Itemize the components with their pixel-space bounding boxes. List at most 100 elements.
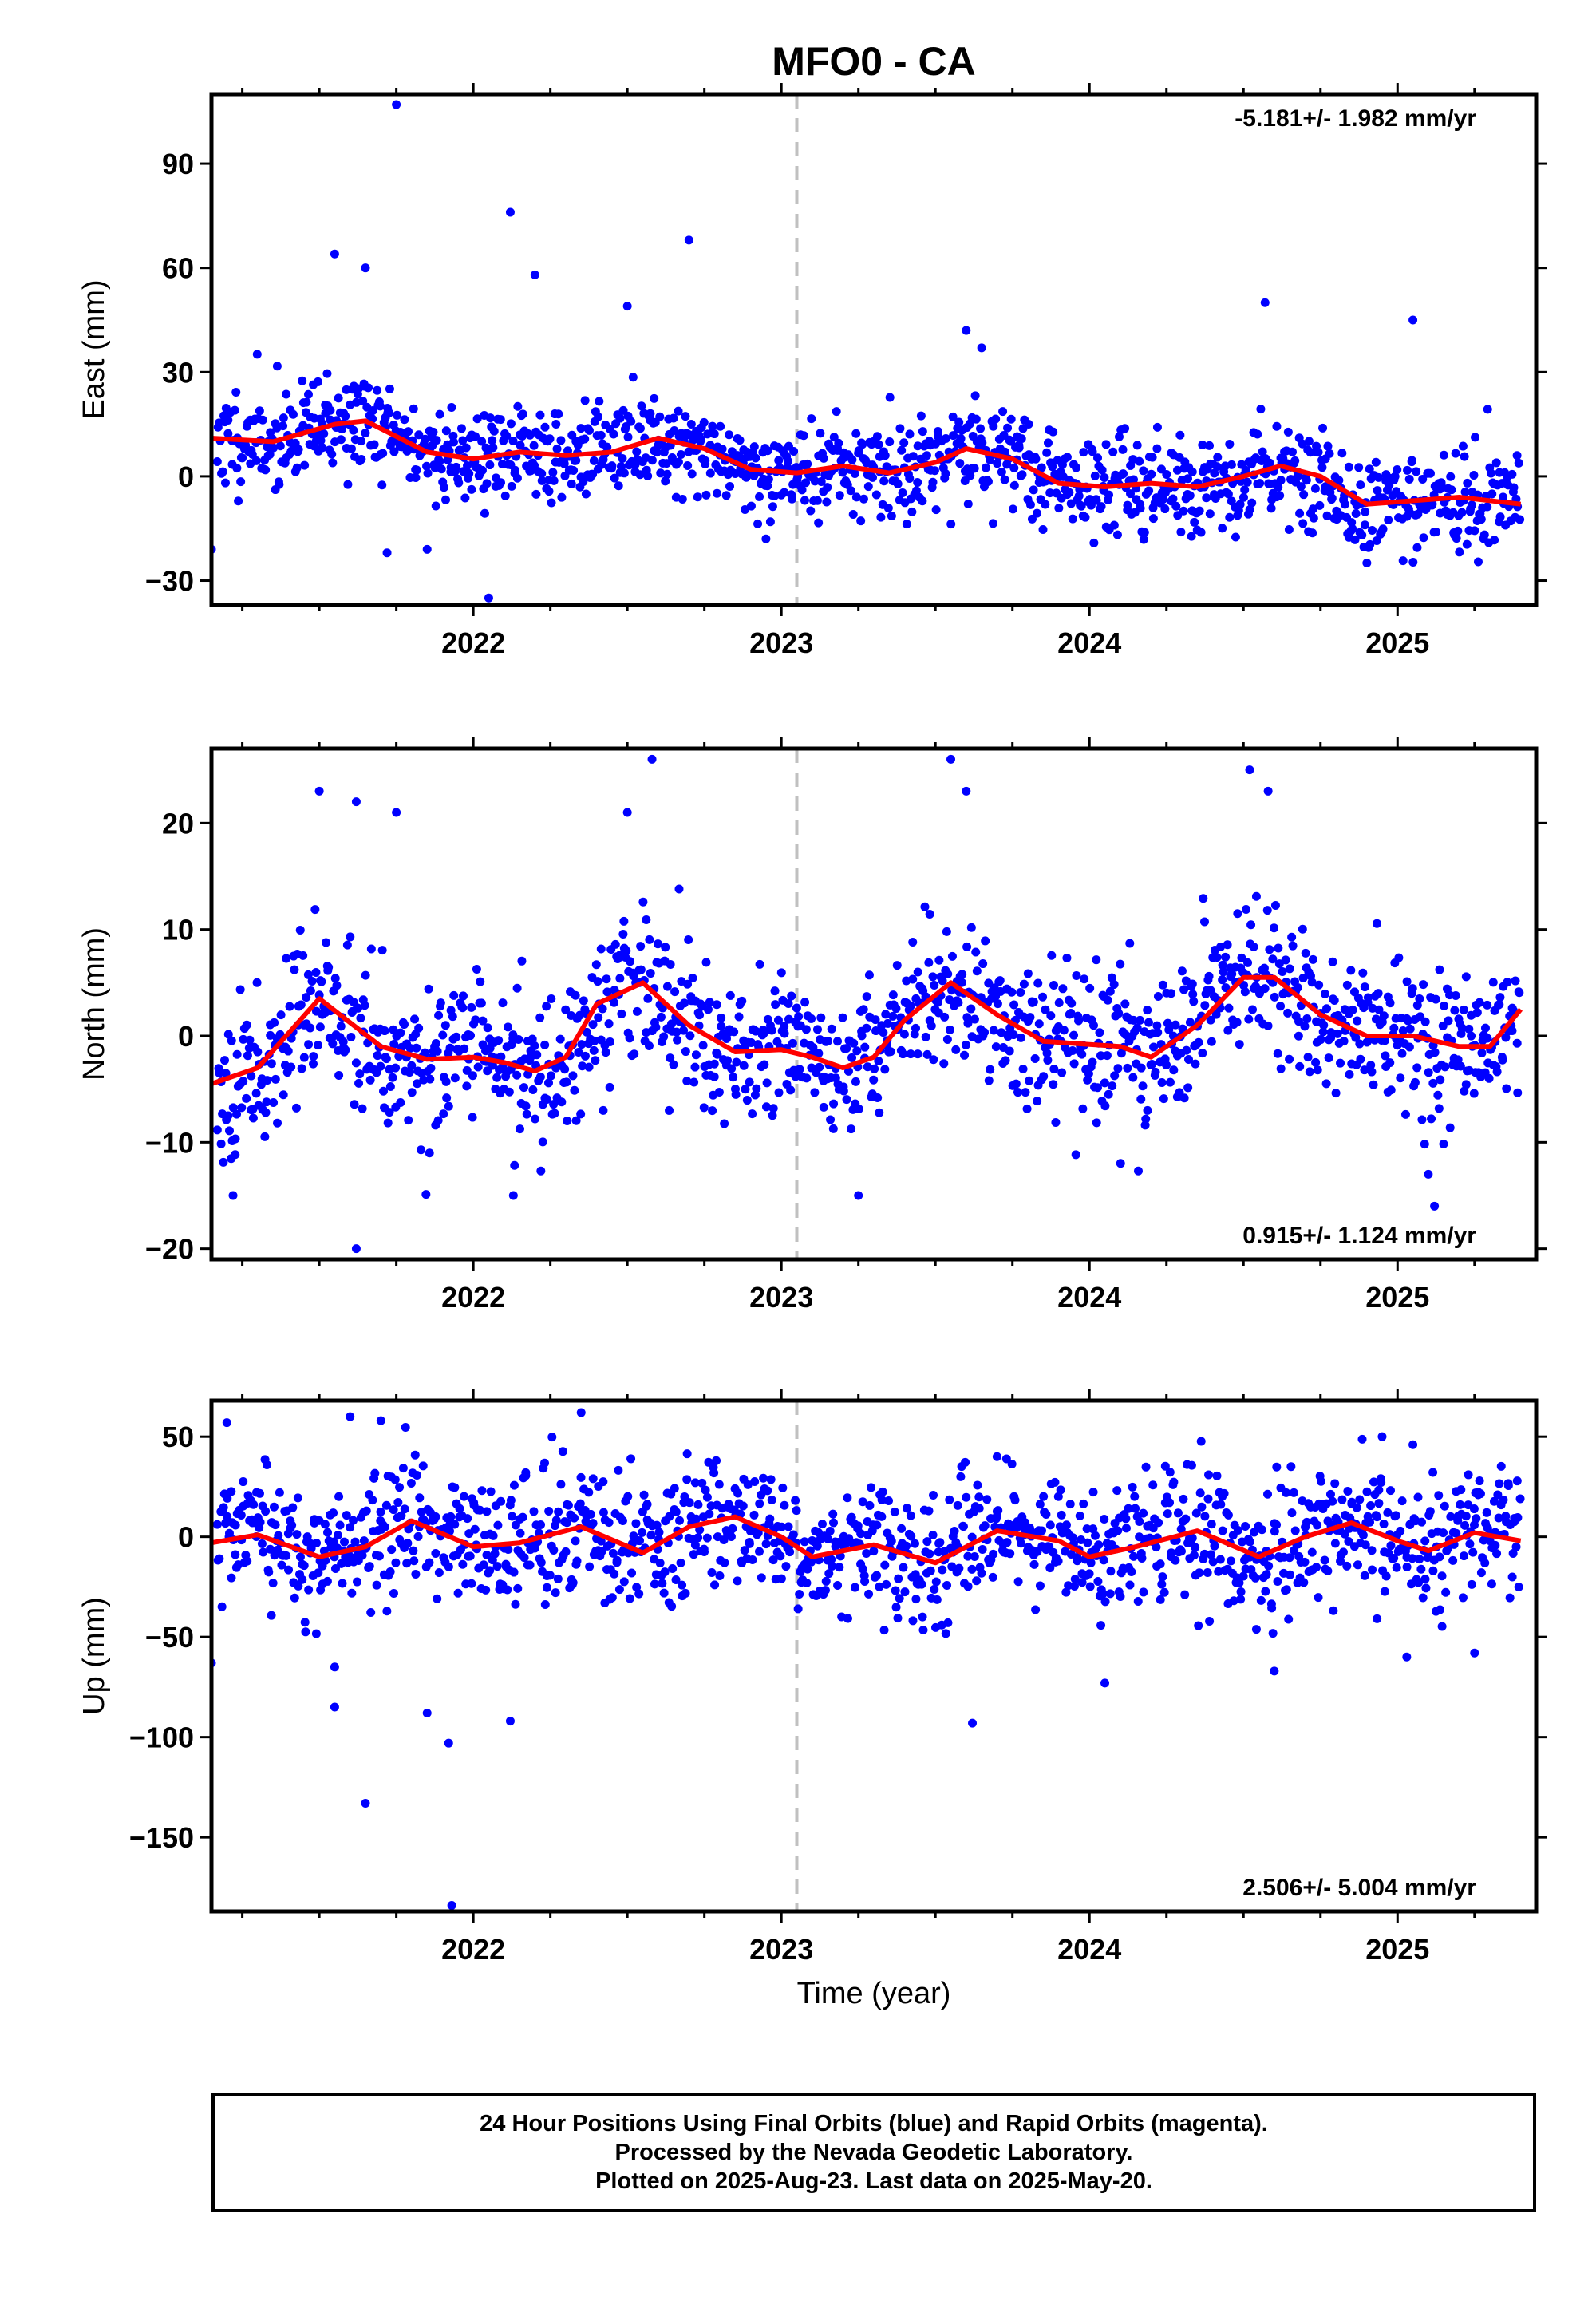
data-point — [1468, 1547, 1478, 1557]
data-point — [1088, 1057, 1097, 1067]
data-point — [550, 1109, 559, 1118]
data-point — [1116, 1591, 1125, 1601]
data-point — [400, 1504, 409, 1514]
data-point — [823, 483, 832, 492]
data-point — [1112, 1486, 1122, 1496]
data-point — [377, 946, 387, 955]
data-point — [504, 1087, 514, 1097]
data-point — [373, 1051, 382, 1061]
data-point — [1344, 462, 1353, 472]
data-point — [784, 998, 793, 1008]
outlier-point — [484, 593, 493, 603]
data-point — [808, 1043, 818, 1053]
data-point — [1290, 1546, 1299, 1555]
data-point — [1320, 989, 1329, 998]
data-point — [1037, 1526, 1047, 1535]
data-point — [850, 1583, 859, 1592]
data-point — [668, 1563, 678, 1573]
data-point — [335, 1520, 345, 1530]
data-point — [1298, 924, 1307, 934]
data-point — [1503, 978, 1512, 987]
data-point — [1113, 1526, 1123, 1535]
data-point — [290, 965, 299, 974]
data-point — [1136, 1015, 1145, 1025]
data-point — [322, 1576, 332, 1586]
data-point — [1281, 955, 1290, 965]
data-point — [893, 1614, 903, 1623]
data-point — [1499, 1495, 1508, 1504]
data-point — [1495, 993, 1505, 1002]
data-point — [431, 501, 440, 511]
y-tick-label: 60 — [162, 252, 194, 285]
data-point — [1311, 1057, 1321, 1067]
data-point — [1460, 487, 1470, 496]
data-point — [1473, 557, 1483, 567]
outlier-point — [576, 1408, 586, 1417]
data-point — [652, 448, 662, 457]
data-point — [1342, 980, 1352, 990]
data-point — [930, 1585, 939, 1595]
data-point — [950, 1526, 959, 1535]
data-point — [1482, 1508, 1491, 1517]
data-point — [642, 915, 651, 924]
data-point — [729, 1027, 739, 1037]
data-point — [1305, 1067, 1314, 1077]
data-point — [476, 998, 486, 1008]
data-point — [539, 1458, 549, 1468]
data-point — [1130, 1492, 1140, 1501]
data-point — [1469, 470, 1479, 480]
data-point — [1502, 1084, 1511, 1093]
data-point — [701, 958, 711, 967]
data-point — [604, 1019, 614, 1029]
data-point — [700, 1547, 709, 1557]
data-point — [966, 923, 976, 932]
data-point — [344, 1551, 354, 1560]
data-point — [690, 1062, 700, 1072]
data-point — [1378, 524, 1388, 534]
data-point — [1215, 1555, 1225, 1564]
data-point — [1179, 1494, 1188, 1504]
data-point — [441, 495, 451, 504]
data-point — [638, 897, 648, 907]
data-point — [1069, 1582, 1079, 1591]
data-point — [1348, 1005, 1357, 1014]
data-point — [895, 424, 905, 433]
data-point — [783, 456, 792, 466]
data-point — [1407, 456, 1416, 465]
data-point — [1285, 1054, 1294, 1064]
data-point — [795, 1065, 804, 1074]
data-point — [635, 470, 645, 480]
data-point — [433, 1046, 442, 1056]
data-point — [319, 429, 329, 438]
data-point — [1270, 923, 1279, 933]
data-point — [441, 1077, 451, 1086]
data-point — [379, 1086, 389, 1096]
data-point — [336, 435, 346, 445]
data-point — [1328, 957, 1337, 966]
data-point — [551, 1588, 560, 1598]
data-point — [1105, 986, 1115, 996]
data-point — [1061, 1587, 1071, 1597]
data-point — [236, 477, 246, 487]
data-point — [1498, 1055, 1507, 1065]
data-point — [437, 464, 446, 474]
data-point — [1293, 983, 1302, 993]
data-point — [1360, 1065, 1369, 1075]
data-point — [1023, 969, 1033, 978]
data-point — [527, 1034, 537, 1044]
data-point — [376, 1061, 385, 1071]
data-point — [235, 985, 245, 994]
data-point — [1139, 535, 1148, 544]
outlier-point — [447, 1900, 456, 1910]
data-point — [1457, 508, 1467, 517]
data-point — [1308, 954, 1317, 964]
data-point — [271, 1520, 280, 1530]
data-point — [1491, 1540, 1500, 1550]
data-point — [945, 1025, 954, 1034]
data-point — [1245, 505, 1254, 515]
data-point — [333, 1531, 342, 1540]
data-point — [1129, 1551, 1139, 1561]
data-point — [725, 990, 735, 1000]
data-point — [1152, 444, 1162, 453]
data-point — [1025, 500, 1035, 509]
